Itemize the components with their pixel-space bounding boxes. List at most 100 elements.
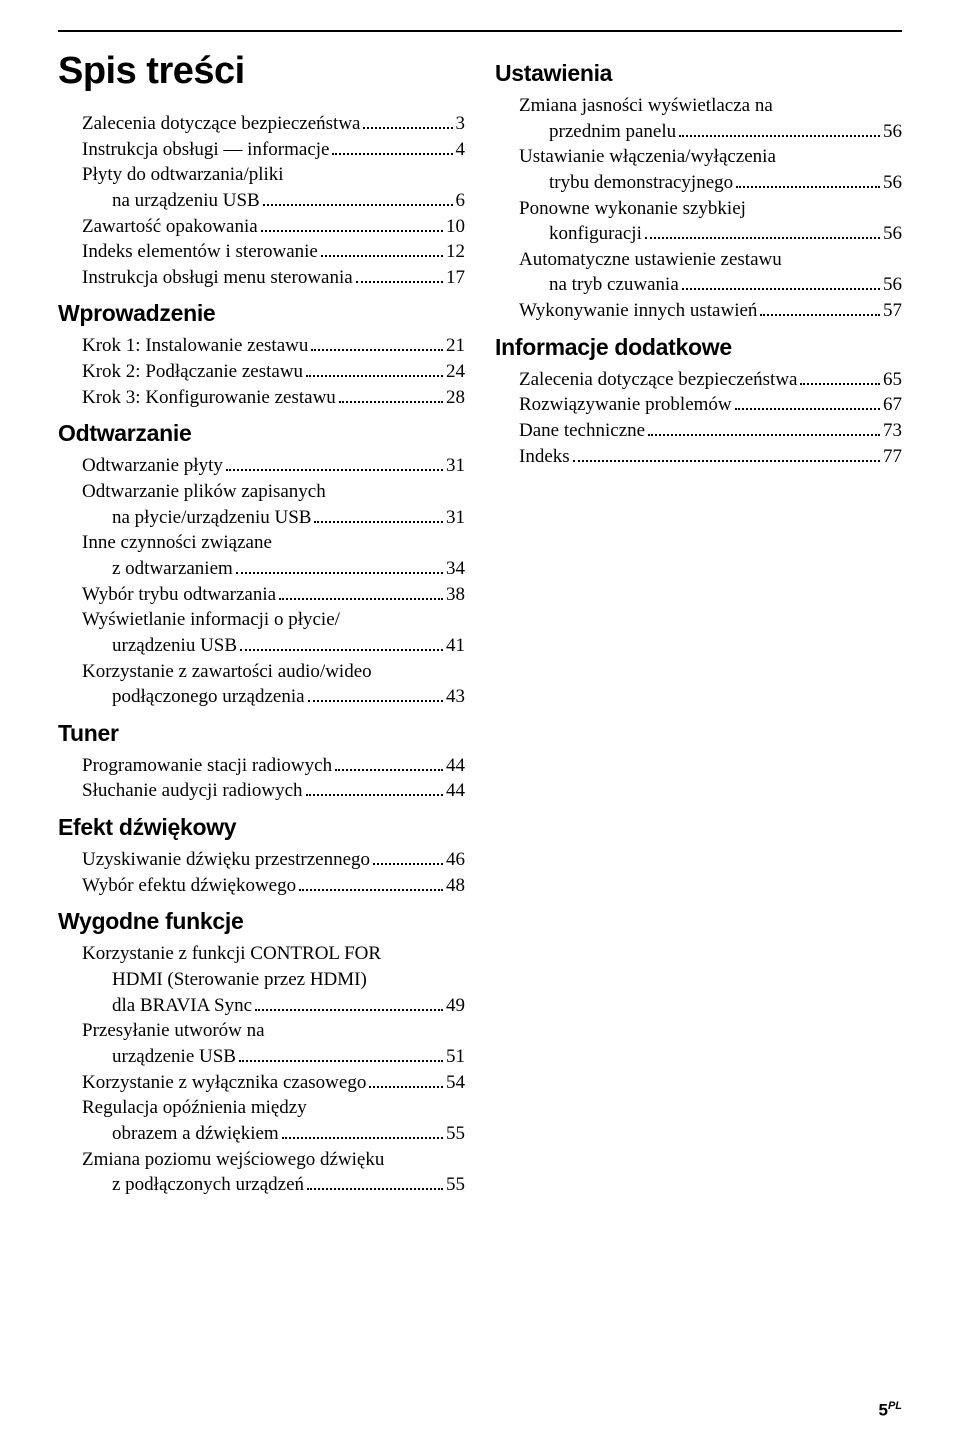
- toc-leader-dots: [255, 1009, 443, 1011]
- toc-leader-dots: [307, 1188, 443, 1190]
- toc-entry-last: z odtwarzaniem 34: [82, 556, 465, 582]
- toc-entry-label: Wybór trybu odtwarzania: [82, 582, 276, 608]
- toc-entry-page: 28: [446, 385, 465, 411]
- toc-section-heading: Odtwarzanie: [58, 420, 465, 447]
- toc-leader-dots: [335, 769, 443, 771]
- toc-leader-dots: [679, 135, 880, 137]
- toc-entry-page: 46: [446, 847, 465, 873]
- toc-leader-dots: [306, 375, 443, 377]
- toc-entry-label: Zawartość opakowania: [82, 214, 258, 240]
- toc-entry-label: Automatyczne ustawienie zestawu: [519, 247, 782, 273]
- toc-entry: Wyświetlanie informacji o płycie/: [82, 607, 465, 633]
- toc-section-heading: Informacje dodatkowe: [495, 334, 902, 361]
- toc-entry-label: Zalecenia dotyczące bezpieczeństwa: [82, 111, 360, 137]
- toc-entry-last: dla BRAVIA Sync 49: [82, 993, 465, 1019]
- toc-entry-page: 73: [883, 418, 902, 444]
- toc-entry-label: konfiguracji: [549, 221, 642, 247]
- toc-leader-dots: [239, 1060, 443, 1062]
- toc-entry-page: 21: [446, 333, 465, 359]
- toc-leader-dots: [226, 469, 443, 471]
- toc-leader-dots: [356, 281, 443, 283]
- toc-entry-label: podłączonego urządzenia: [112, 684, 305, 710]
- toc-entry-page: 48: [446, 873, 465, 899]
- toc-entry-label: Rozwiązywanie problemów: [519, 392, 732, 418]
- toc-entry-label: dla BRAVIA Sync: [112, 993, 252, 1019]
- page-content: Spis treści Zalecenia dotyczące bezpiecz…: [58, 50, 902, 1198]
- toc-entry-page: 12: [446, 239, 465, 265]
- toc-entry-label: Zalecenia dotyczące bezpieczeństwa: [519, 367, 797, 393]
- toc-entry-last: na płycie/urządzeniu USB31: [82, 505, 465, 531]
- toc-entry-page: 24: [446, 359, 465, 385]
- toc-entry-last: z podłączonych urządzeń55: [82, 1172, 465, 1198]
- page-footer: 5PL: [878, 1400, 902, 1421]
- toc-entry: Regulacja opóźnienia między: [82, 1095, 465, 1121]
- toc-entry-label: Korzystanie z zawartości audio/wideo: [82, 659, 372, 685]
- toc-leader-dots: [306, 794, 443, 796]
- toc-entry-page: 51: [446, 1044, 465, 1070]
- top-rule: [58, 30, 902, 32]
- toc-entry-label: Dane techniczne: [519, 418, 645, 444]
- toc-entry-label: urządzeniu USB: [112, 633, 237, 659]
- toc-entry: Wykonywanie innych ustawień57: [519, 298, 902, 324]
- toc-entry: Dane techniczne 73: [519, 418, 902, 444]
- toc-entry-label: Słuchanie audycji radiowych: [82, 778, 303, 804]
- toc-leader-dots: [363, 127, 452, 129]
- toc-entry: Zalecenia dotyczące bezpieczeństwa65: [519, 367, 902, 393]
- toc-entry: Indeks77: [519, 444, 902, 470]
- toc-leader-dots: [282, 1137, 443, 1139]
- toc-entry-label: Zmiana poziomu wejściowego dźwięku: [82, 1147, 384, 1173]
- toc-entry-page: 34: [446, 556, 465, 582]
- toc-entry-page: 49: [446, 993, 465, 1019]
- toc-section-heading: Ustawienia: [495, 60, 902, 87]
- toc-entry-label: obrazem a dźwiękiem: [112, 1121, 279, 1147]
- toc-entry-page: 56: [883, 272, 902, 298]
- toc-leader-dots: [299, 889, 443, 891]
- toc-leader-dots: [311, 349, 443, 351]
- toc-entry-page: 31: [446, 453, 465, 479]
- toc-entry-page: 31: [446, 505, 465, 531]
- toc-entry-label: Odtwarzanie płyty: [82, 453, 223, 479]
- page-lang: PL: [888, 1400, 902, 1412]
- toc-leader-dots: [261, 230, 443, 232]
- toc-entry-label: Przesyłanie utworów na: [82, 1018, 265, 1044]
- toc-entry-last: na urządzeniu USB6: [82, 188, 465, 214]
- toc-leader-dots: [308, 700, 443, 702]
- toc-entry-last: podłączonego urządzenia 43: [82, 684, 465, 710]
- toc-entry: Odtwarzanie plików zapisanych: [82, 479, 465, 505]
- toc-entry: Krok 1: Instalowanie zestawu 21: [82, 333, 465, 359]
- toc-section-heading: Tuner: [58, 720, 465, 747]
- toc-entry-label: z odtwarzaniem: [112, 556, 233, 582]
- toc-leader-dots: [240, 649, 443, 651]
- toc-leader-dots: [314, 521, 443, 523]
- toc-entry-label: Płyty do odtwarzania/pliki: [82, 162, 284, 188]
- toc-entry-label: Korzystanie z wyłącznika czasowego: [82, 1070, 366, 1096]
- toc-entry-label: Krok 1: Instalowanie zestawu: [82, 333, 308, 359]
- toc-entry-page: 43: [446, 684, 465, 710]
- toc-entry-label: Instrukcja obsługi menu sterowania: [82, 265, 353, 291]
- toc-leader-dots: [800, 383, 880, 385]
- toc-entry: Krok 3: Konfigurowanie zestawu28: [82, 385, 465, 411]
- toc-entry-last: urządzeniu USB 41: [82, 633, 465, 659]
- toc-entry: Korzystanie z funkcji CONTROL FOR: [82, 941, 465, 967]
- toc-entry: Korzystanie z wyłącznika czasowego54: [82, 1070, 465, 1096]
- toc-entry-page: 44: [446, 778, 465, 804]
- toc-entry-label: urządzenie USB: [112, 1044, 236, 1070]
- toc-leader-dots: [735, 408, 880, 410]
- column-right: UstawieniaZmiana jasności wyświetlacza n…: [495, 50, 902, 1198]
- toc-section-heading: Efekt dźwiękowy: [58, 814, 465, 841]
- toc-entry-page: 41: [446, 633, 465, 659]
- toc-entry-page: 56: [883, 170, 902, 196]
- toc-entry-page: 55: [446, 1172, 465, 1198]
- toc-leader-dots: [645, 237, 880, 239]
- toc-entry-label: Wybór efektu dźwiękowego: [82, 873, 296, 899]
- toc-entry-label: Wyświetlanie informacji o płycie/: [82, 607, 340, 633]
- toc-entry: Korzystanie z zawartości audio/wideo: [82, 659, 465, 685]
- toc-entry-label: Instrukcja obsługi — informacje: [82, 137, 329, 163]
- toc-entry: Zalecenia dotyczące bezpieczeństwa3: [82, 111, 465, 137]
- toc-entry-label: Ponowne wykonanie szybkiej: [519, 196, 746, 222]
- toc-entry: Wybór trybu odtwarzania38: [82, 582, 465, 608]
- toc-entry: Rozwiązywanie problemów67: [519, 392, 902, 418]
- toc-leader-dots: [263, 204, 453, 206]
- toc-leader-dots: [236, 572, 443, 574]
- toc-entry: Ustawianie włączenia/wyłączenia: [519, 144, 902, 170]
